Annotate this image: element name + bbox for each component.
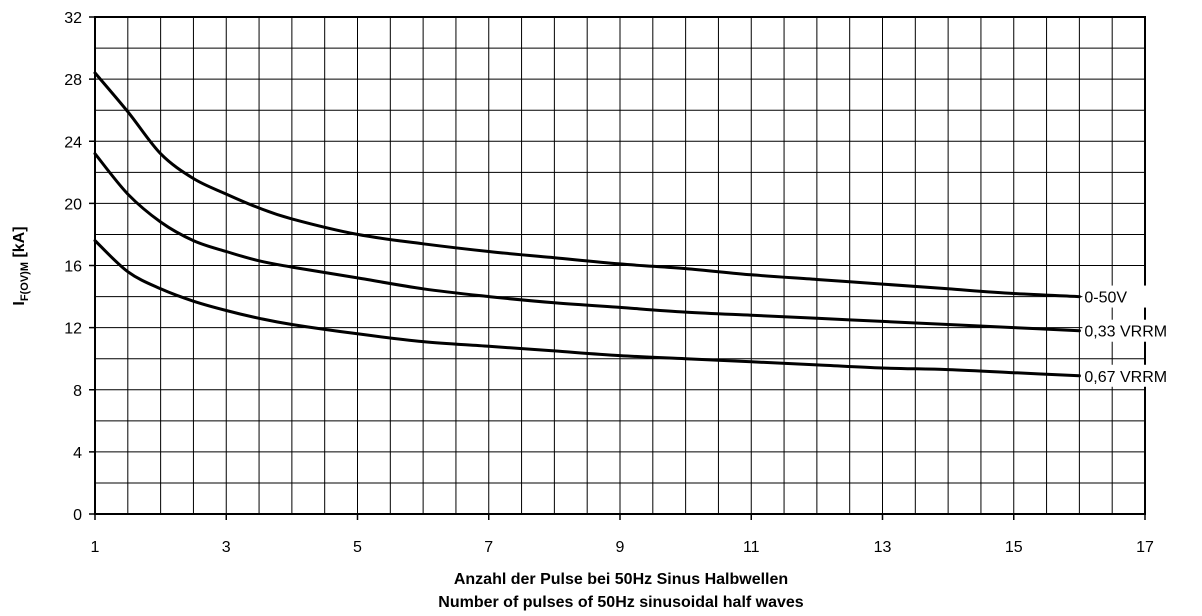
x-tick-label: 3 [222, 539, 231, 556]
y-axis-title-unit: [kA] [11, 226, 28, 262]
series-line-2 [93, 152, 1081, 333]
y-tick-label: 32 [64, 10, 82, 27]
y-axis-ticks: 0 4 8 12 16 20 24 28 32 [64, 10, 95, 524]
x-tick-label: 9 [616, 539, 625, 556]
y-tick-label: 24 [64, 134, 82, 151]
x-tick-label: 11 [743, 539, 760, 556]
y-tick-label: 12 [64, 321, 82, 338]
grid [95, 17, 1145, 514]
y-axis-title: IF(OV)M [kA] [11, 226, 31, 305]
x-tick-label: 17 [1136, 539, 1154, 556]
x-tick-label: 15 [1005, 539, 1023, 556]
series-label-3: 0,67 VRRM [1084, 369, 1167, 386]
series-line-3 [93, 239, 1081, 378]
series-label-1: 0-50V [1084, 290, 1127, 307]
x-tick-label: 7 [484, 539, 493, 556]
y-tick-label: 16 [64, 259, 82, 276]
y-tick-label: 0 [73, 507, 82, 524]
series-label-2: 0,33 VRRM [1084, 324, 1167, 341]
x-tick-label: 13 [874, 539, 892, 556]
x-axis-ticks: 1 3 5 7 9 11 13 15 17 [91, 514, 1154, 556]
series-line-1 [93, 71, 1081, 299]
y-tick-label: 8 [73, 383, 82, 400]
x-tick-label: 1 [91, 539, 100, 556]
series-labels: 0-50V 0,33 VRRM 0,67 VRRM [1082, 285, 1201, 387]
x-axis-title-line-2: Number of pulses of 50Hz sinusoidal half… [438, 594, 804, 611]
x-tick-label: 5 [353, 539, 362, 556]
series-lines [93, 71, 1081, 378]
series-label-background [1082, 319, 1201, 342]
y-tick-label: 28 [64, 72, 82, 89]
y-tick-label: 4 [73, 445, 82, 462]
series-label-background [1082, 364, 1201, 387]
series-label-background [1082, 285, 1201, 308]
y-tick-label: 20 [64, 196, 82, 213]
x-axis-title-line-1: Anzahl der Pulse bei 50Hz Sinus Halbwell… [454, 571, 788, 588]
y-axis-title-subscript: F(OV)M [19, 262, 31, 301]
y-axis-title-main: I [11, 301, 28, 305]
